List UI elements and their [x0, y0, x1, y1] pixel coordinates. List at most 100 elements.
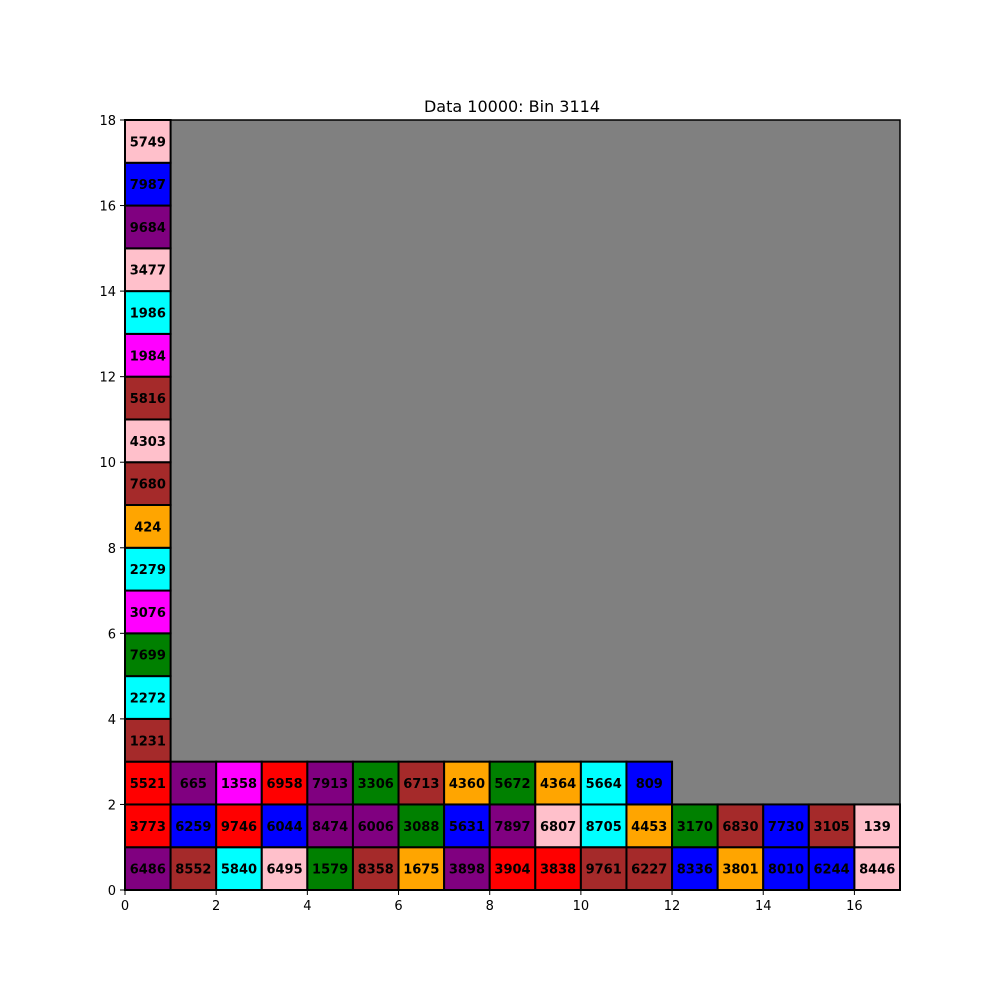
cell-label: 1579	[312, 863, 348, 878]
cell-rect	[443, 846, 491, 892]
cell-rect	[807, 803, 856, 849]
cell-rect	[306, 760, 354, 806]
cell-9746: 9746	[215, 803, 263, 849]
cell-6259: 6259	[169, 803, 218, 849]
cell-label: 424	[134, 520, 161, 535]
cell-rect	[625, 760, 674, 806]
cell-label: 9684	[130, 221, 166, 236]
cell-6044: 6044	[260, 803, 309, 849]
plot-area: 6486 8552 5840 6495 1579 8358 1675 3898 3904 3838…	[124, 119, 901, 892]
cell-rect	[351, 760, 400, 806]
x-tick-label: 14	[755, 899, 772, 914]
cell-label: 9761	[586, 863, 622, 878]
cell-6830: 6830	[716, 803, 765, 849]
cell-label: 1231	[130, 734, 166, 749]
y-tick-label: 16	[99, 200, 116, 215]
cell-label: 3306	[358, 777, 394, 792]
y-tick-label: 0	[108, 884, 116, 899]
cell-rect	[169, 803, 218, 849]
cell-3477: 3477	[124, 247, 172, 293]
cell-label: 9746	[221, 820, 257, 835]
y-tick-label: 18	[99, 114, 116, 129]
x-tick-label: 8	[486, 899, 494, 914]
cell-8010: 8010	[762, 846, 810, 892]
cell-label: 6807	[540, 820, 576, 835]
cell-label: 8358	[358, 863, 394, 878]
cell-rect	[488, 846, 537, 892]
cell-label: 6830	[722, 820, 758, 835]
cell-5840: 5840	[215, 846, 263, 892]
cell-label: 8705	[586, 820, 622, 835]
cell-label: 8010	[768, 863, 804, 878]
cell-4360: 4360	[443, 760, 491, 806]
cell-label: 5521	[130, 777, 166, 792]
x-axis: 0 2 4 6 8 10 12 14 16	[121, 890, 863, 914]
cell-label: 6044	[266, 820, 302, 835]
cell-label: 8336	[677, 863, 713, 878]
cell-label: 1675	[403, 863, 439, 878]
cell-7680: 7680	[124, 461, 172, 507]
cell-3306: 3306	[351, 760, 400, 806]
cell-6958: 6958	[260, 760, 309, 806]
cell-label: 1986	[130, 307, 166, 322]
cell-label: 4360	[449, 777, 485, 792]
cell-1231: 1231	[124, 717, 172, 763]
cell-label: 8474	[312, 820, 348, 835]
cell-3904: 3904	[488, 846, 537, 892]
cell-1579: 1579	[306, 846, 354, 892]
y-tick-label: 2	[108, 798, 116, 813]
cell-rect	[534, 803, 582, 849]
cell-rect	[625, 803, 674, 849]
cell-4364: 4364	[534, 760, 582, 806]
cell-label: 6486	[130, 863, 166, 878]
cell-rect	[579, 846, 628, 892]
cell-3898: 3898	[443, 846, 491, 892]
cell-1984: 1984	[124, 332, 172, 378]
cell-label: 5664	[586, 777, 622, 792]
cell-label: 6006	[358, 820, 394, 835]
plot-frame	[124, 119, 901, 891]
cell-3838: 3838	[534, 846, 582, 892]
cell-rect	[169, 760, 218, 806]
cell-8474: 8474	[306, 803, 354, 849]
cell-7913: 7913	[306, 760, 354, 806]
cell-label: 5840	[221, 863, 257, 878]
x-tick-label: 16	[846, 899, 863, 914]
cell-rect	[443, 760, 491, 806]
cell-3105: 3105	[807, 803, 856, 849]
cell-label: 665	[180, 777, 207, 792]
cell-rect	[671, 803, 719, 849]
cell-5664: 5664	[579, 760, 628, 806]
cell-9684: 9684	[124, 204, 172, 250]
cell-label: 809	[636, 777, 663, 792]
x-tick-label: 10	[573, 899, 590, 914]
cell-label: 6244	[814, 863, 850, 878]
cell-label: 3904	[494, 863, 530, 878]
cell-2272: 2272	[124, 675, 172, 720]
cell-label: 3477	[130, 264, 166, 279]
y-axis: 0 2 4 6 8 10 12 14 16 18	[99, 114, 125, 899]
cell-rect	[215, 760, 263, 806]
cell-6244: 6244	[807, 846, 856, 892]
cell-2279: 2279	[124, 546, 172, 592]
cell-7730: 7730	[762, 803, 810, 849]
cell-label: 6713	[403, 777, 439, 792]
cell-139: 139	[853, 803, 901, 849]
cell-label: 3088	[403, 820, 439, 835]
y-tick-label: 14	[99, 285, 116, 300]
cell-3170: 3170	[671, 803, 719, 849]
cell-5816: 5816	[124, 375, 172, 421]
cell-5521: 5521	[124, 760, 172, 806]
cell-1358: 1358	[215, 760, 263, 806]
cell-label: 3838	[540, 863, 576, 878]
cell-label: 3773	[130, 820, 166, 835]
cell-rect	[215, 803, 263, 849]
cell-6006: 6006	[351, 803, 400, 849]
cell-1675: 1675	[397, 846, 446, 892]
cell-6713: 6713	[397, 760, 446, 806]
cell-label: 7699	[130, 649, 166, 664]
cell-label: 1984	[130, 349, 166, 364]
cell-label: 7913	[312, 777, 348, 792]
cell-8336: 8336	[671, 846, 719, 892]
